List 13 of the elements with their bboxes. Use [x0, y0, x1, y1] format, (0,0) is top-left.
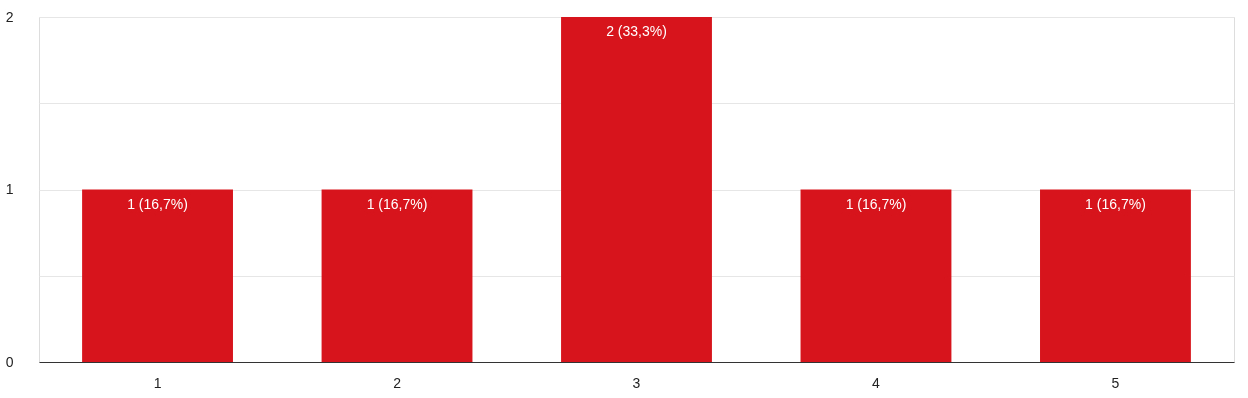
x-tick-label: 3	[632, 374, 641, 391]
x-tick-label: 5	[1111, 374, 1120, 391]
data-label: 1 (16,7%)	[366, 195, 428, 212]
x-tick-label: 2	[393, 374, 402, 391]
y-tick-label: 2	[5, 8, 14, 25]
y-tick-label: 0	[5, 353, 14, 370]
data-label: 1 (16,7%)	[1085, 195, 1146, 212]
x-tick-label: 4	[872, 374, 881, 391]
y-tick-label: 1	[5, 181, 14, 197]
x-tick-label: 1	[153, 374, 162, 391]
data-label: 1 (16,7%)	[845, 195, 907, 212]
data-label: 1 (16,7%)	[127, 195, 188, 212]
data-label: 2 (33,3%)	[606, 23, 667, 39]
